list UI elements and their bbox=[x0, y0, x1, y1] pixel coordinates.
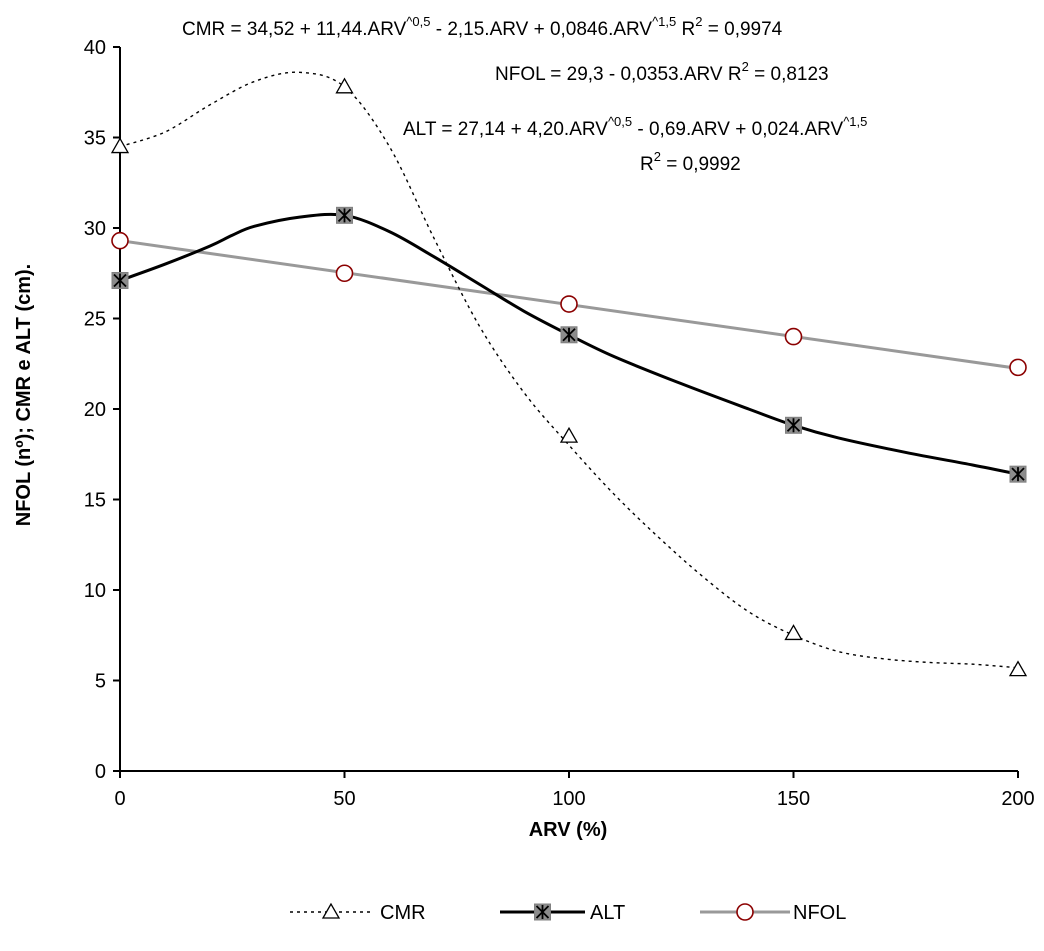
legend: CMR ALT NFOL bbox=[290, 902, 846, 924]
data-point-nfol bbox=[784, 327, 803, 346]
data-point-cmr bbox=[335, 77, 354, 94]
y-tick-label: 35 bbox=[84, 128, 106, 150]
data-point-nfol bbox=[1009, 358, 1027, 377]
data-point-alt bbox=[1009, 465, 1027, 483]
legend-marker bbox=[736, 903, 754, 921]
y-tick-label: 30 bbox=[84, 218, 106, 240]
data-point-cmr bbox=[559, 426, 579, 443]
x-tick-label: 100 bbox=[552, 788, 585, 810]
data-point-nfol bbox=[111, 231, 129, 250]
y-tick-label: 15 bbox=[84, 490, 106, 512]
legend-marker bbox=[534, 903, 551, 921]
series-line-cmr bbox=[119, 71, 1019, 669]
data-point-cmr bbox=[1008, 660, 1028, 677]
x-tick-label: 150 bbox=[777, 788, 810, 810]
series-layer bbox=[110, 71, 1028, 677]
marker-asterisk bbox=[113, 273, 127, 288]
data-point-nfol bbox=[560, 295, 578, 313]
y-tick-label: 5 bbox=[95, 671, 106, 693]
series-line-alt bbox=[119, 212, 1019, 476]
legend-label: NFOL bbox=[793, 902, 846, 924]
data-point-alt bbox=[336, 206, 353, 224]
y-tick-label: 10 bbox=[84, 580, 106, 602]
x-axis-title: ARV (%) bbox=[529, 819, 608, 841]
y-tick-label: 25 bbox=[84, 309, 106, 331]
x-tick-label: 0 bbox=[114, 788, 125, 810]
nfol-equation: NFOL = 29,3 - 0,0353.ARV R2 = 0,8123 bbox=[495, 59, 829, 85]
data-point-cmr bbox=[784, 624, 803, 641]
legend-label: CMR bbox=[380, 902, 426, 924]
alt-r2: R2 = 0,9992 bbox=[640, 149, 741, 175]
data-point-nfol bbox=[335, 264, 354, 283]
marker-asterisk bbox=[1011, 467, 1025, 482]
legend-item-cmr: CMR bbox=[290, 902, 426, 924]
y-axis-title: NFOL (nº); CMR e ALT (cm). bbox=[13, 264, 35, 526]
y-tick-label: 40 bbox=[84, 37, 106, 59]
data-point-alt bbox=[111, 271, 129, 289]
legend-label: ALT bbox=[590, 902, 625, 924]
y-tick-label: 20 bbox=[84, 399, 106, 421]
legend-marker bbox=[321, 902, 341, 919]
x-tick-label: 50 bbox=[333, 788, 355, 810]
legend-item-alt: ALT bbox=[500, 902, 625, 924]
marker-asterisk bbox=[535, 905, 550, 919]
alt-equation: ALT = 27,14 + 4,20.ARV^0,5 - 0,69.ARV + … bbox=[403, 114, 867, 140]
marker-asterisk bbox=[786, 418, 801, 433]
data-point-alt bbox=[785, 416, 802, 434]
cmr-equation: CMR = 34,52 + 11,44.ARV^0,5 - 2,15.ARV +… bbox=[182, 14, 783, 40]
legend-item-nfol: NFOL bbox=[700, 902, 846, 924]
marker-asterisk bbox=[337, 208, 352, 223]
x-tick-label: 200 bbox=[1001, 788, 1034, 810]
data-point-cmr bbox=[110, 137, 130, 154]
marker-asterisk bbox=[562, 327, 576, 342]
data-point-alt bbox=[560, 326, 578, 344]
axes: 0 5 10 15 20 25 30 35 40 0 50 100 150 200 bbox=[84, 37, 1035, 810]
y-tick-label: 0 bbox=[95, 761, 106, 783]
